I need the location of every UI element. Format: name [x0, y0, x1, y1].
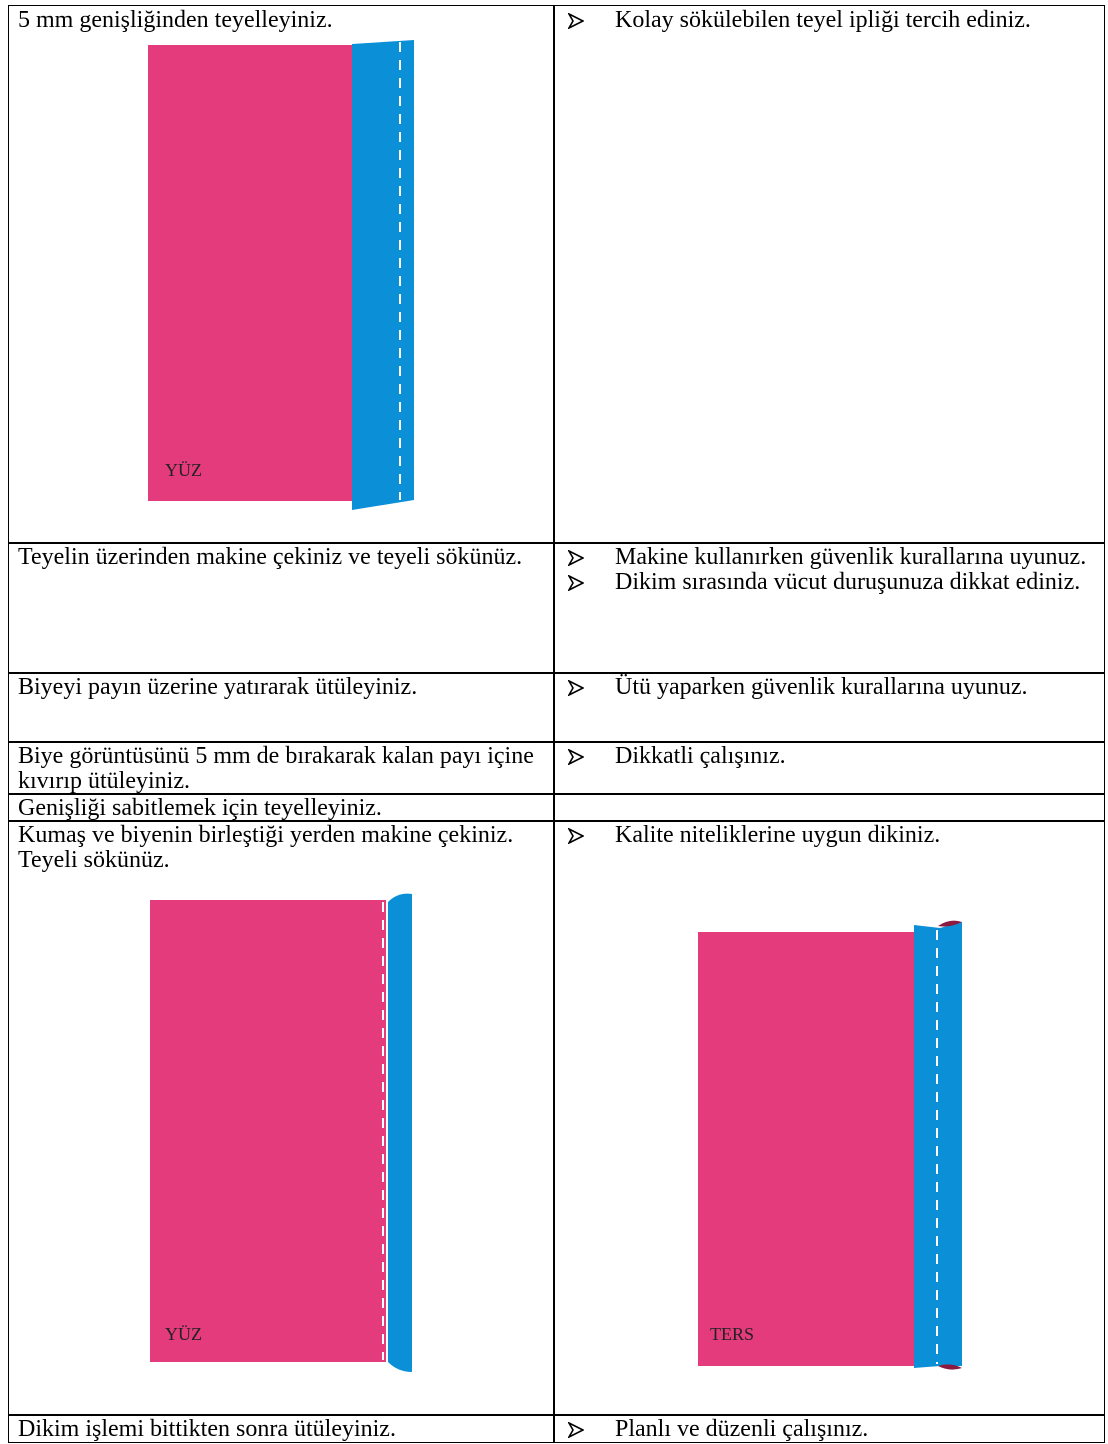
arrow [568, 550, 584, 566]
arrow [568, 1422, 584, 1438]
bullet: Ütü yaparken güvenlik kurallarına uyunuz… [568, 675, 1094, 700]
arrow [568, 680, 584, 696]
arrow [568, 13, 584, 29]
instruction: Dikim işlemi bittikten sonra ütüleyiniz. [18, 1416, 396, 1442]
arrow [568, 828, 584, 844]
bullet-arrow [568, 828, 584, 844]
right-cell: Planlı ve düzenli çalışınız. [553, 1414, 1105, 1443]
bullet: Planlı ve düzenli çalışınız. [568, 1417, 1094, 1442]
right-cell: Makine kullanırken güvenlik kurallarına … [553, 542, 1105, 674]
right-cell [553, 793, 1105, 822]
instruction: Genişliği sabitlemek için teyelleyiniz. [18, 795, 382, 821]
left-cell: Genişliği sabitlemek için teyelleyiniz. [8, 793, 555, 822]
bullet-arrow [568, 1422, 584, 1438]
bullet-text: Planlı ve düzenli çalışınız. [615, 1416, 869, 1442]
bullet-text: Kolay sökülebilen teyel ipliği tercih ed… [615, 7, 1031, 33]
bullet-arrow [568, 749, 584, 765]
instruction: 5 mm genişliğinden teyelleyiniz. [18, 7, 333, 33]
bullet: Makine kullanırken güvenlik kurallarına … [568, 545, 1094, 570]
left-cell: Dikim işlemi bittikten sonra ütüleyiniz. [8, 1414, 555, 1443]
bullet: Kolay sökülebilen teyel ipliği tercih ed… [568, 8, 1094, 33]
bullet: Dikkatli çalışınız. [568, 744, 1094, 769]
bullet: Dikim sırasında vücut duruşunuza dikkat … [568, 570, 1094, 595]
right-cell: Kolay sökülebilen teyel ipliği tercih ed… [553, 5, 1105, 544]
right-cell: Ütü yaparken güvenlik kurallarına uyunuz… [553, 672, 1105, 743]
left-cell: Teyelin üzerinden makine çekiniz ve teye… [8, 542, 555, 674]
bullet-text: Makine kullanırken güvenlik kurallarına … [615, 544, 1087, 570]
bullet-text: Dikim sırasında vücut duruşunuza dikkat … [615, 569, 1081, 595]
arrow [568, 749, 584, 765]
instruction: Teyelin üzerinden makine çekiniz ve teye… [18, 544, 523, 570]
bullet-text: Kalite niteliklerine uygun dikiniz. [615, 822, 941, 848]
left-cell: Biye görüntüsünü 5 mm de bırakarak kalan… [8, 741, 555, 795]
instruction: Biyeyi payın üzerine yatırarak ütüleyini… [18, 674, 418, 700]
arrow [568, 575, 584, 591]
instruction: Biye görüntüsünü 5 mm de bırakarak kalan… [18, 743, 534, 794]
right-cell: Kalite niteliklerine uygun dikiniz. [553, 820, 1105, 1416]
bullet-arrow [568, 575, 584, 591]
bullet-arrow [568, 680, 584, 696]
left-cell: Kumaş ve biyenin birleştiği yerden makin… [8, 820, 555, 1416]
bullet: Kalite niteliklerine uygun dikiniz. [568, 823, 1094, 848]
bullet-arrow [568, 550, 584, 566]
left-cell: 5 mm genişliğinden teyelleyiniz. [8, 5, 555, 544]
bullet-text: Ütü yaparken güvenlik kurallarına uyunuz… [615, 674, 1028, 700]
bullet-text: Dikkatli çalışınız. [615, 743, 786, 769]
instruction: Kumaş ve biyenin birleştiği yerden makin… [18, 822, 514, 873]
right-cell: Dikkatli çalışınız. [553, 741, 1105, 795]
left-cell: Biyeyi payın üzerine yatırarak ütüleyini… [8, 672, 555, 743]
bullet-arrow [568, 13, 584, 29]
